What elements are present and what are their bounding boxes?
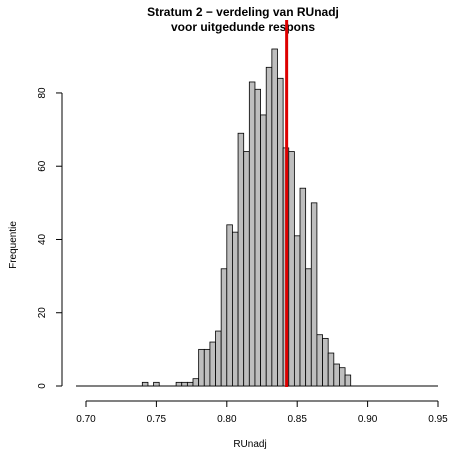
histogram-bar-27 [316, 334, 323, 387]
x-tick-label-5: 0.95 [428, 414, 448, 425]
x-tick-label-3: 0.85 [287, 414, 307, 425]
y-axis: 0 20 40 60 80 [37, 87, 63, 389]
x-tick-label-1: 0.75 [147, 414, 167, 425]
histogram-bar-17 [260, 114, 267, 387]
histogram-bar-20 [277, 77, 284, 387]
histogram-bar-31 [339, 367, 346, 387]
chart-subtitle: voor uitgedunde respons [171, 20, 315, 34]
chart-title: Stratum 2 − verdeling van RUnadj [147, 5, 339, 19]
histogram-bar-30 [333, 363, 340, 387]
histogram-bar-12 [232, 231, 239, 387]
histogram-bar-29 [327, 352, 335, 387]
y-tick-label-2: 40 [37, 233, 48, 245]
histogram-bar-14 [243, 151, 250, 387]
histogram-bar-4 [186, 381, 194, 387]
y-tick-label-1: 20 [37, 307, 48, 319]
histogram-bars [76, 48, 438, 387]
y-tick-label-3: 60 [37, 160, 48, 172]
x-axis: 0.70 0.75 0.80 0.85 0.90 0.95 [76, 400, 448, 425]
histogram-bar-2 [175, 381, 183, 387]
histogram-bar-1 [153, 381, 160, 387]
histogram-bar-26 [310, 202, 318, 387]
histogram-bar-16 [254, 88, 261, 387]
histogram-bar-6 [198, 348, 205, 387]
histogram-bar-18 [265, 66, 273, 387]
y-axis-label: Frequentie [8, 221, 19, 269]
histogram-bar-3 [181, 381, 188, 387]
histogram-bar-8 [209, 341, 216, 387]
histogram-bar-15 [248, 81, 256, 387]
histogram-bar-5 [192, 378, 200, 387]
histogram-bar-7 [203, 348, 211, 387]
histogram-bar-22 [288, 151, 295, 387]
histogram-bar-23 [293, 235, 301, 387]
histogram-bar-13 [237, 132, 245, 387]
x-axis-label: RUnadj [233, 439, 266, 450]
x-tick-label-0: 0.70 [76, 414, 96, 425]
histogram-bar-28 [322, 337, 329, 387]
y-tick-label-4: 80 [37, 87, 48, 99]
histogram-bar-0 [141, 381, 149, 387]
histogram-bar-11 [226, 224, 233, 387]
histogram-bar-32 [344, 374, 352, 387]
histogram-bar-19 [271, 48, 278, 387]
x-tick-label-2: 0.80 [217, 414, 237, 425]
histogram-bar-25 [305, 268, 312, 387]
histogram-bar-9 [215, 330, 222, 387]
histogram-bar-10 [220, 268, 228, 387]
x-tick-label-4: 0.90 [358, 414, 378, 425]
histogram-bar-24 [299, 187, 307, 387]
y-tick-label-0: 0 [37, 383, 48, 389]
